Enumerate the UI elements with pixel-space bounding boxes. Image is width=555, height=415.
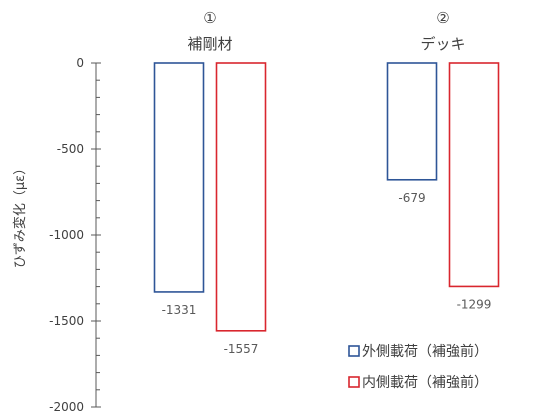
labels-layer: -1331 -679 -1557 -1299 ① 補剛材 ② デッキ	[162, 9, 492, 356]
bar	[448, 62, 500, 288]
y-tick-label: -2000	[49, 400, 84, 414]
bar	[215, 62, 267, 332]
legend: 外側載荷（補強前） 内側載荷（補強前）	[348, 343, 488, 391]
category-number: ②	[436, 9, 449, 27]
legend-label: 外側載荷（補強前）	[362, 343, 488, 360]
y-tick-label: -1500	[49, 314, 84, 328]
legend-swatch	[348, 376, 360, 388]
y-tick-label: -1000	[49, 228, 84, 242]
data-label: -1331	[162, 303, 197, 317]
bar	[153, 62, 205, 293]
category-label: デッキ	[420, 35, 465, 53]
y-tick-label: -500	[57, 142, 84, 156]
y-axis-title: ひずみ変化（με）	[12, 162, 28, 268]
y-tick-label: 0	[76, 56, 84, 70]
category-number: ①	[203, 9, 216, 27]
legend-swatch	[348, 345, 360, 357]
category-label: 補剛材	[187, 35, 232, 53]
bars-layer	[153, 62, 500, 332]
bar	[386, 62, 438, 181]
data-label: -679	[398, 191, 425, 205]
data-label: -1557	[224, 342, 259, 356]
data-label: -1299	[457, 297, 492, 311]
legend-label: 内側載荷（補強前）	[362, 374, 488, 391]
axis-layer: 0 -500 -1000 -1500 -2000 ひずみ変化（με）	[12, 56, 101, 414]
